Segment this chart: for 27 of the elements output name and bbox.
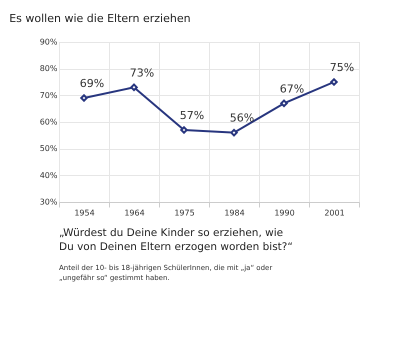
data-label: 75% xyxy=(330,61,354,74)
point xyxy=(330,78,338,86)
y-tick-label: 40% xyxy=(40,170,58,180)
y-tick-label: 50% xyxy=(40,144,58,154)
data-label: 57% xyxy=(180,109,204,122)
x-tick-label: 2001 xyxy=(324,208,345,218)
point xyxy=(130,84,138,92)
y-tick-label: 90% xyxy=(40,38,58,46)
point xyxy=(280,100,288,108)
y-tick-label: 60% xyxy=(40,118,58,126)
chart-title: Es wollen wie die Eltern erziehen xyxy=(9,12,191,25)
x-tick-label: 1954 xyxy=(74,208,95,218)
data-label: 56% xyxy=(230,112,254,125)
data-label: 69% xyxy=(80,77,104,90)
x-tick-label: 1975 xyxy=(174,208,195,218)
x-tick-label: 1964 xyxy=(124,208,145,218)
y-tick-label: 70% xyxy=(40,90,58,100)
point xyxy=(80,94,88,102)
data-label: 73% xyxy=(130,66,154,80)
y-tick-label: 30% xyxy=(40,198,58,206)
x-tick-label: 1990 xyxy=(274,208,295,218)
point xyxy=(230,128,238,136)
text: „Würdest du Deine Kinder so erziehen, wie Du von Deinen Eltern erzogen worden bist?“ xyxy=(59,227,293,253)
x-tick-label: 1984 xyxy=(224,208,245,218)
point xyxy=(180,126,188,134)
y-tick-label: 80% xyxy=(40,64,58,74)
data-label: 67% xyxy=(280,82,304,96)
